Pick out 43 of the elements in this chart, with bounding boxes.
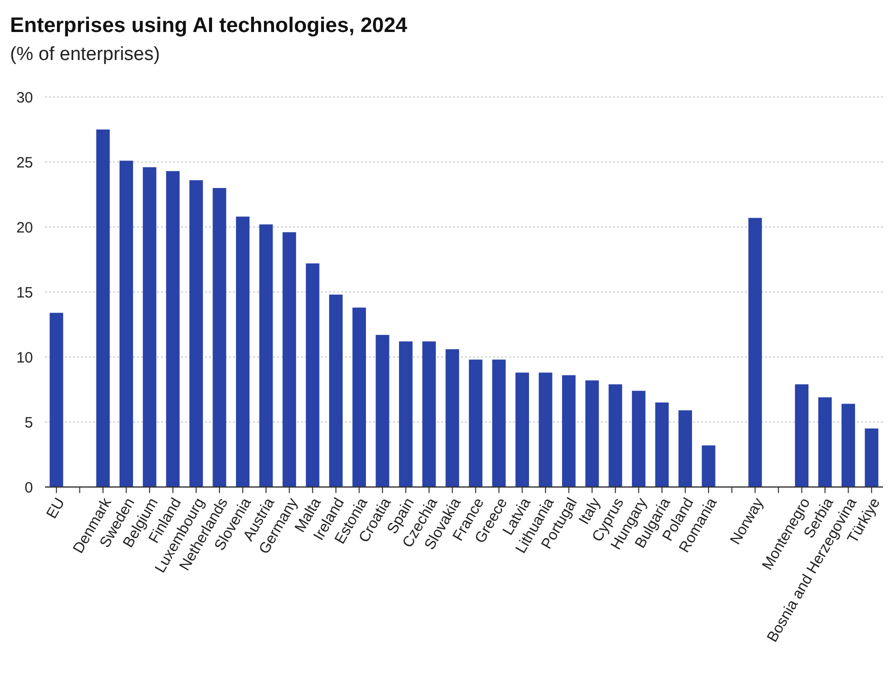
- bar: [748, 218, 762, 487]
- bar: [538, 372, 552, 487]
- x-tick-label: EU: [43, 495, 68, 522]
- bar: [422, 341, 436, 487]
- y-tick-label: 5: [24, 414, 33, 432]
- bar: [585, 380, 599, 487]
- bar: [352, 308, 366, 487]
- bar: [864, 428, 878, 487]
- y-tick-label: 20: [16, 219, 33, 236]
- chart-title: Enterprises using AI technologies, 2024: [10, 14, 408, 37]
- bar: [329, 294, 343, 487]
- bar: [468, 360, 482, 487]
- y-tick-label: 10: [16, 349, 33, 366]
- bar: [96, 130, 110, 487]
- y-tick-label: 15: [16, 284, 33, 302]
- chart-subtitle: (% of enterprises): [10, 44, 160, 65]
- bar: [515, 372, 529, 487]
- bar: [236, 216, 250, 487]
- bar: [446, 349, 460, 487]
- bar: [632, 390, 646, 487]
- bar: [142, 167, 156, 487]
- bar: [166, 171, 180, 487]
- bar: [259, 224, 273, 487]
- bar: [306, 263, 320, 487]
- bar: [492, 360, 506, 487]
- bar: [399, 341, 413, 487]
- y-tick-label: 30: [16, 89, 33, 106]
- bar: [562, 375, 576, 487]
- bar: [608, 384, 622, 487]
- bar: [376, 334, 390, 487]
- bar: [189, 180, 203, 487]
- bar: [120, 160, 134, 487]
- bar: [655, 402, 669, 487]
- bar: [818, 397, 832, 487]
- bar: [794, 384, 808, 487]
- bar: [842, 404, 856, 487]
- bar: [212, 188, 226, 487]
- y-tick-label: 0: [24, 479, 33, 496]
- bar: [282, 232, 296, 487]
- bar: [678, 410, 692, 487]
- y-tick-label: 25: [16, 154, 33, 172]
- bar: [702, 445, 716, 487]
- bar: [50, 312, 64, 487]
